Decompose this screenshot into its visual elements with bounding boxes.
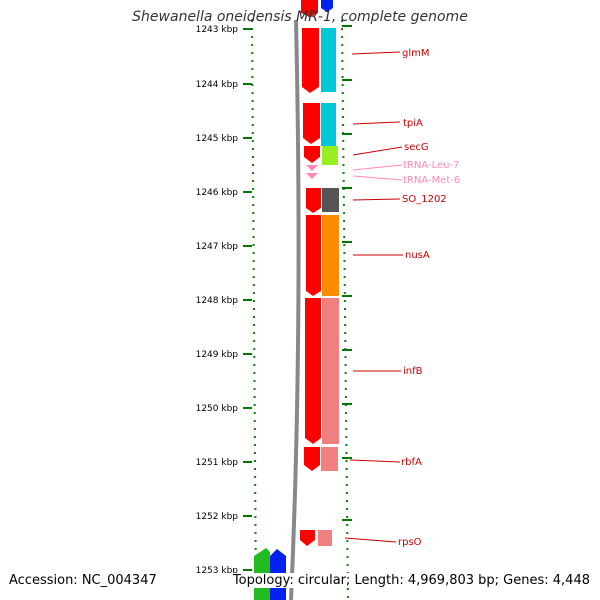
- kbp-axis: 1243 kbp 1244 kbp 1245 kbp 1246 kbp 1247…: [196, 25, 252, 576]
- gene-arrow-tpiA: [303, 103, 320, 144]
- kbp-tick-label: 1248 kbp: [196, 296, 239, 306]
- gene-label-glmM: glmM: [402, 48, 430, 59]
- lime-feature: [322, 146, 338, 165]
- gene-label-rpsO: rpsO: [398, 537, 422, 548]
- dark-gray-feature: [322, 188, 339, 212]
- trna-leader-lines: [352, 164, 403, 181]
- kbp-tick-label: 1244 kbp: [196, 80, 239, 90]
- trna-marker-met: [306, 173, 318, 179]
- dotted-guide-tracks: [251, 19, 349, 600]
- map-title: Shewanella oneidensis MR-1, complete gen…: [132, 9, 468, 25]
- kbp-tick-label: 1243 kbp: [196, 25, 239, 35]
- kbp-tick-label: 1247 kbp: [196, 242, 239, 252]
- salmon-feature: [318, 530, 332, 546]
- salmon-feature: [322, 298, 339, 444]
- gene-label-nusA: nusA: [405, 250, 430, 261]
- gene-label-so-1202: SO_1202: [402, 194, 447, 205]
- label-leader-lines: [344, 51, 403, 543]
- gene-label-trna-met-6: tRNA-Met-6: [403, 175, 460, 186]
- gene-label-trna-leu-7: tRNA-Leu-7: [403, 160, 459, 171]
- kbp-tick-label: 1245 kbp: [196, 134, 239, 144]
- kbp-tick-label: 1246 kbp: [196, 188, 239, 198]
- gene-arrow-nusA: [306, 215, 321, 296]
- gene-arrow: [301, 0, 318, 17]
- topology-summary: Topology: circular; Length: 4,969,803 bp…: [232, 573, 590, 588]
- accession-text: Accession: NC_004347: [9, 573, 157, 588]
- gene-arrow-secG: [304, 146, 320, 163]
- gene-arrow-glmM: [302, 28, 319, 93]
- gene-arrow-rbfA: [304, 447, 320, 471]
- blue-feature-top: [321, 0, 333, 12]
- trna-markers: [306, 165, 318, 179]
- kbp-tick-label: 1251 kbp: [196, 458, 239, 468]
- gene-labels: glmM tpiA secG tRNA-Leu-7 tRNA-Met-6 SO_…: [398, 48, 460, 548]
- kbp-tick-label: 1250 kbp: [196, 404, 239, 414]
- cyan-feature: [321, 28, 336, 92]
- gene-label-infB: infB: [403, 366, 423, 377]
- trna-marker-leu: [306, 165, 318, 171]
- gene-label-secG: secG: [404, 142, 429, 153]
- gene-arrow-infB: [305, 298, 321, 444]
- salmon-feature: [321, 447, 338, 471]
- kbp-tick-label: 1249 kbp: [196, 350, 239, 360]
- kbp-tick-label: 1252 kbp: [196, 512, 239, 522]
- gene-label-tpiA: tpiA: [403, 118, 423, 129]
- feature-track-colors: [318, 0, 339, 546]
- left-dotted-track: [251, 19, 257, 600]
- gene-arrows: [300, 0, 321, 546]
- kbp-tick-label: 1253 kbp: [196, 566, 239, 576]
- gene-label-rbfA: rbfA: [401, 457, 422, 468]
- right-dotted-track: [341, 19, 349, 600]
- gene-arrow-so-1202: [306, 188, 321, 213]
- genome-backbone: [289, 19, 301, 600]
- gene-arrow-rpsO: [300, 530, 315, 546]
- orange-feature: [322, 215, 339, 296]
- cyan-feature: [321, 103, 336, 146]
